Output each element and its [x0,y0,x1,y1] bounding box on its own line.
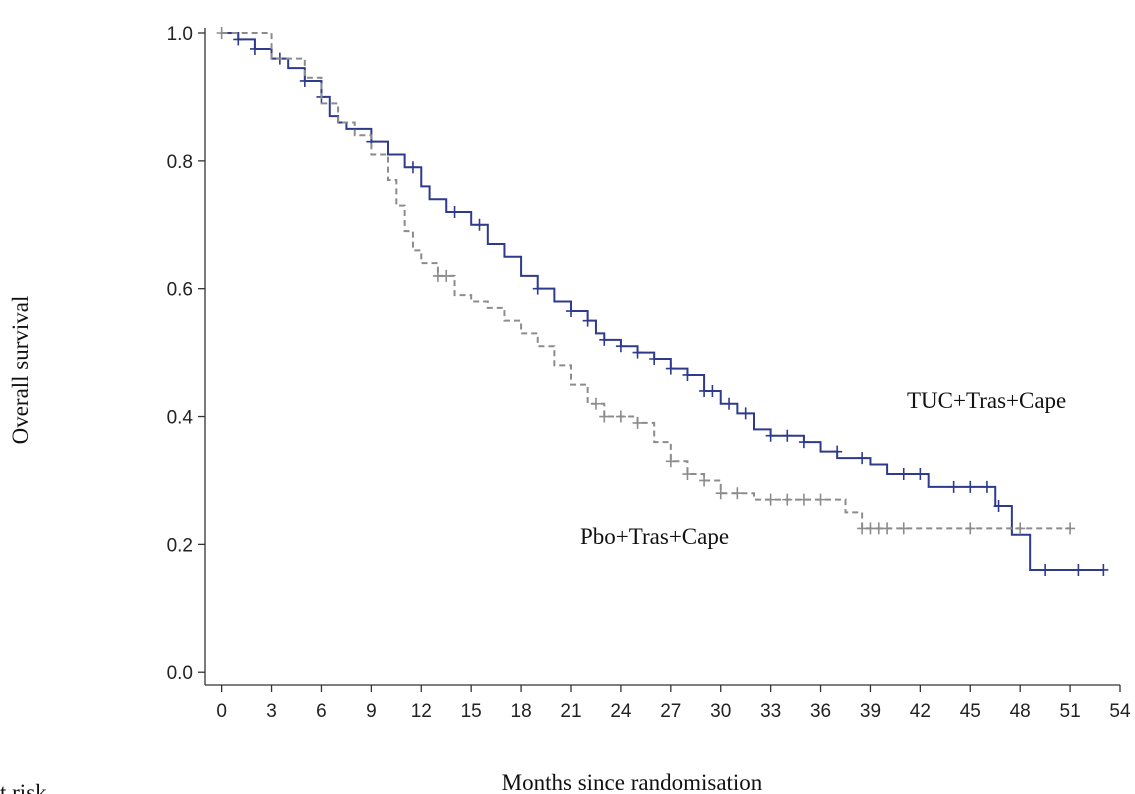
censor-mark [599,410,610,423]
x-tick-label: 30 [710,701,731,722]
x-tick-label: 45 [960,701,981,722]
survival-curve [221,32,1071,530]
censor-mark [1073,563,1084,576]
censor-mark [582,314,593,327]
censor-mark [441,269,452,282]
y-tick-label: 0.4 [167,408,194,429]
censor-mark [632,416,643,429]
x-tick-label: 15 [461,701,482,722]
censor-mark [474,218,485,231]
x-tick-label: 21 [560,701,581,722]
censor-mark [665,362,676,375]
censor-mark [1065,522,1076,535]
censor-mark [915,468,926,481]
censor-mark [665,455,676,468]
censor-mark [948,480,959,493]
series-label: Pbo+Tras+Cape [580,524,729,549]
x-tick-label: 6 [316,701,327,722]
y-tick-label: 0.8 [167,152,193,173]
censor-mark [649,353,660,365]
censor-mark [707,384,718,397]
x-tick-label: 48 [1010,701,1031,722]
y-tick-label: 1.0 [167,24,193,45]
x-tick-label: 42 [910,701,931,722]
censor-mark [615,340,626,353]
x-tick-label: 12 [411,701,432,722]
censor-mark [740,407,751,420]
censor-mark [632,346,643,359]
censor-mark [857,452,868,465]
x-tick-label: 18 [511,701,532,722]
censor-mark [682,468,693,481]
censor-mark [299,74,310,87]
censor-mark [882,522,893,535]
censor-mark [798,436,809,449]
censor-mark [898,468,909,481]
censor-mark [532,282,543,295]
censor-mark [815,493,826,506]
x-tick-label: 51 [1060,701,1081,722]
censor-mark [615,410,626,423]
censor-mark [732,487,743,500]
censor-mark [1015,522,1026,535]
x-tick-label: 33 [760,701,781,722]
censor-mark [965,522,976,535]
censor-mark [249,42,260,55]
x-tick-label: 24 [610,701,632,722]
y-tick-label: 0.0 [167,663,193,684]
censor-mark [798,493,809,506]
censor-mark [782,429,793,442]
x-tick-label: 54 [1109,701,1131,722]
censor-mark [449,205,460,218]
y-tick-label: 0.6 [167,280,193,301]
survival-curve [221,32,1104,571]
censor-mark [216,27,227,39]
x-tick-label: 9 [366,701,377,722]
censor-mark [590,397,601,410]
censor-mark [699,474,710,487]
x-tick-label: 0 [216,701,227,722]
censor-mark [981,480,992,493]
censor-mark [715,487,726,500]
censor-mark [233,33,244,46]
footer-text: t risk [0,780,47,794]
x-tick-label: 39 [860,701,881,722]
x-axis-label: Months since randomisation [502,770,763,794]
censor-mark [993,500,1004,513]
censor-mark [832,445,843,458]
y-tick-label: 0.2 [167,535,193,556]
series-label: TUC+Tras+Cape [907,388,1066,413]
censor-mark [407,161,418,174]
x-tick-label: 36 [810,701,831,722]
censor-mark [965,480,976,493]
y-axis-label: Overall survival [8,296,33,445]
censor-mark [898,522,909,535]
censor-mark [1040,563,1051,576]
censor-mark [782,493,793,506]
censor-mark [682,368,693,381]
censor-mark [566,305,576,318]
censor-mark [765,493,776,506]
x-tick-label: 3 [266,701,277,722]
censor-mark [765,429,776,442]
censor-mark [1098,563,1109,576]
x-tick-label: 27 [660,701,681,722]
censor-mark [599,333,610,346]
censor-mark [724,397,735,410]
